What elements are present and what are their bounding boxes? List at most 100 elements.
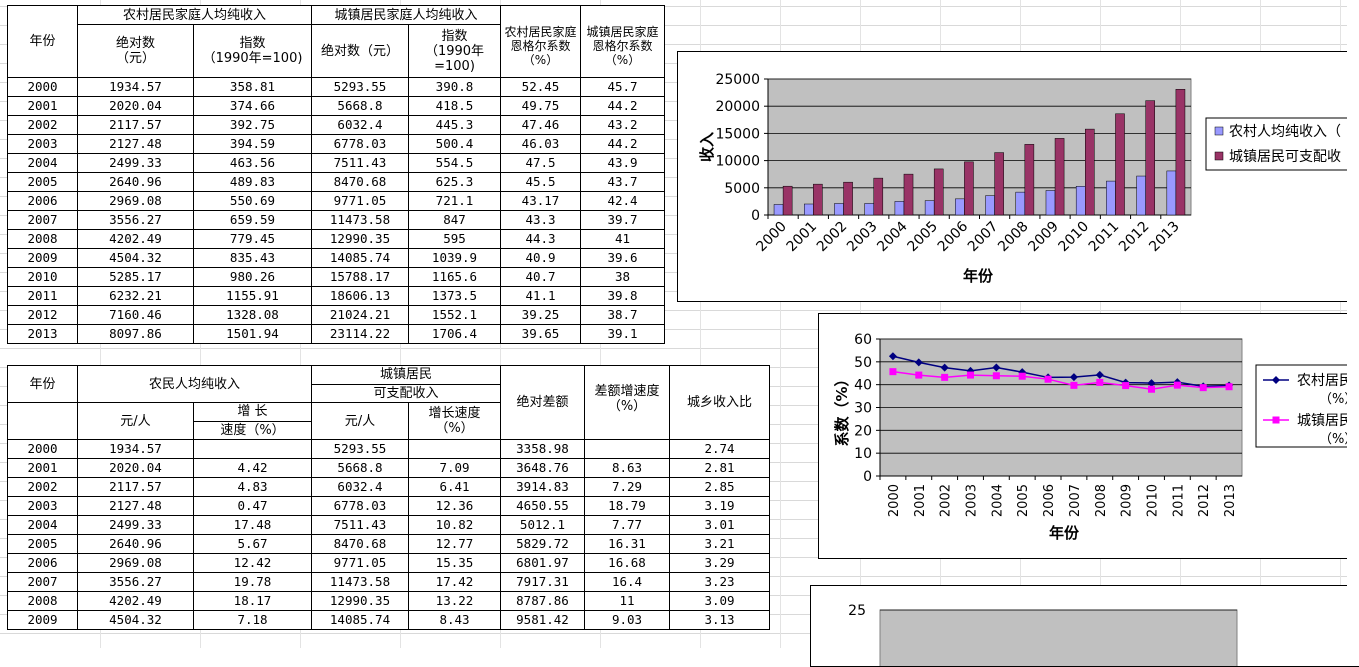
table-cell[interactable]: 7.18 xyxy=(193,610,312,630)
table-cell[interactable]: 3556.27 xyxy=(77,210,194,230)
table-cell[interactable]: 4504.32 xyxy=(77,610,194,630)
table-cell[interactable]: 6032.4 xyxy=(311,477,409,497)
table-cell[interactable]: 2020.04 xyxy=(77,458,194,478)
table-cell[interactable]: 4202.49 xyxy=(77,229,194,249)
table-cell[interactable]: 3.19 xyxy=(669,496,770,516)
table-cell[interactable]: 554.5 xyxy=(408,153,501,173)
table-cell[interactable]: 2117.57 xyxy=(77,115,194,135)
table-cell[interactable]: 44.3 xyxy=(500,229,581,249)
table-cell[interactable]: 12990.35 xyxy=(311,591,409,611)
table-cell[interactable]: 3556.27 xyxy=(77,572,194,592)
table-cell[interactable]: 15.35 xyxy=(408,553,501,573)
table-cell[interactable]: 1934.57 xyxy=(77,77,194,97)
table-cell[interactable]: 418.5 xyxy=(408,96,501,116)
table-cell[interactable]: 39.6 xyxy=(580,248,665,268)
table-cell[interactable]: 12.36 xyxy=(408,496,501,516)
table-cell[interactable]: 17.48 xyxy=(193,515,312,535)
table-cell[interactable]: 16.68 xyxy=(584,553,670,573)
table-cell[interactable]: 980.26 xyxy=(193,267,312,287)
table-cell[interactable]: 18.17 xyxy=(193,591,312,611)
table-cell[interactable]: 8.43 xyxy=(408,610,501,630)
table-cell[interactable]: 38.7 xyxy=(580,305,665,325)
engel-line-chart[interactable]: 0 10 20 30 40 50 60 2000 2001 2002 2003 2004 2005 200… xyxy=(818,313,1359,559)
table-cell[interactable]: 47.46 xyxy=(500,115,581,135)
table-cell[interactable]: 1328.08 xyxy=(193,305,312,325)
table-cell[interactable]: 2969.08 xyxy=(77,191,194,211)
partial-chart[interactable]: 25 xyxy=(810,585,1359,667)
table-cell[interactable]: 11473.58 xyxy=(311,572,409,592)
table-cell[interactable]: 2007 xyxy=(7,572,78,592)
table-cell[interactable]: 42.4 xyxy=(580,191,665,211)
table-cell[interactable]: 2499.33 xyxy=(77,515,194,535)
table-cell[interactable]: 43.2 xyxy=(580,115,665,135)
table-cell[interactable]: 2005 xyxy=(7,534,78,554)
table-cell[interactable]: 52.45 xyxy=(500,77,581,97)
table-cell[interactable]: 2011 xyxy=(7,286,78,306)
table-cell[interactable]: 6801.97 xyxy=(500,553,585,573)
table-cell[interactable]: 2499.33 xyxy=(77,153,194,173)
table-cell[interactable]: 2009 xyxy=(7,610,78,630)
table-cell[interactable]: 45.5 xyxy=(500,172,581,192)
table-cell[interactable]: 38 xyxy=(580,267,665,287)
table-cell[interactable]: 2000 xyxy=(7,77,78,97)
table-cell[interactable]: 43.9 xyxy=(580,153,665,173)
table-cell[interactable]: 2008 xyxy=(7,229,78,249)
table-cell[interactable]: 7160.46 xyxy=(77,305,194,325)
table-cell[interactable]: 2009 xyxy=(7,248,78,268)
table-cell[interactable]: 847 xyxy=(408,210,501,230)
table-cell[interactable]: 2010 xyxy=(7,267,78,287)
table-cell[interactable]: 3.09 xyxy=(669,591,770,611)
table-cell[interactable]: 779.45 xyxy=(193,229,312,249)
table-cell[interactable]: 11473.58 xyxy=(311,210,409,230)
table-cell[interactable]: 46.03 xyxy=(500,134,581,154)
table-cell[interactable]: 7.29 xyxy=(584,477,670,497)
table-cell[interactable]: 445.3 xyxy=(408,115,501,135)
table-cell[interactable]: 39.65 xyxy=(500,324,581,344)
table-cell[interactable]: 49.75 xyxy=(500,96,581,116)
table-cell[interactable]: 13.22 xyxy=(408,591,501,611)
income-bar-chart[interactable]: 0 5000 10000 15000 20000 25000 2000 2001 2002 200… xyxy=(677,51,1359,302)
table-cell[interactable]: 8470.68 xyxy=(311,534,409,554)
table-cell[interactable]: 8470.68 xyxy=(311,172,409,192)
table-cell[interactable]: 43.17 xyxy=(500,191,581,211)
table-cell[interactable]: 45.7 xyxy=(580,77,665,97)
table-cell[interactable]: 7511.43 xyxy=(311,153,409,173)
table-cell[interactable]: 489.83 xyxy=(193,172,312,192)
table-cell[interactable]: 2006 xyxy=(7,191,78,211)
table-cell[interactable]: 3.13 xyxy=(669,610,770,630)
table-cell[interactable]: 2.74 xyxy=(669,439,770,459)
table-cell[interactable]: 6.41 xyxy=(408,477,501,497)
table-cell[interactable]: 39.7 xyxy=(580,210,665,230)
table-cell[interactable]: 16.31 xyxy=(584,534,670,554)
table-cell[interactable]: 2004 xyxy=(7,515,78,535)
table-cell[interactable]: 3.29 xyxy=(669,553,770,573)
table-cell[interactable]: 39.25 xyxy=(500,305,581,325)
table-cell[interactable]: 5012.1 xyxy=(500,515,585,535)
table-cell[interactable]: 6032.4 xyxy=(311,115,409,135)
table-cell[interactable]: 41 xyxy=(580,229,665,249)
table-cell[interactable]: 1039.9 xyxy=(408,248,501,268)
table-cell[interactable]: 721.1 xyxy=(408,191,501,211)
table-cell[interactable]: 500.4 xyxy=(408,134,501,154)
table-cell[interactable]: 1501.94 xyxy=(193,324,312,344)
table-cell[interactable]: 14085.74 xyxy=(311,248,409,268)
table-cell[interactable]: 2.81 xyxy=(669,458,770,478)
table-cell[interactable]: 12.77 xyxy=(408,534,501,554)
table-cell[interactable]: 4504.32 xyxy=(77,248,194,268)
table-cell[interactable]: 6778.03 xyxy=(311,134,409,154)
table-cell[interactable]: 2007 xyxy=(7,210,78,230)
table-cell[interactable]: 1934.57 xyxy=(77,439,194,459)
table-cell[interactable]: 550.69 xyxy=(193,191,312,211)
table-cell[interactable]: 2001 xyxy=(7,458,78,478)
table-cell[interactable]: 23114.22 xyxy=(311,324,409,344)
table-cell[interactable]: 2127.48 xyxy=(77,134,194,154)
table-cell[interactable] xyxy=(584,439,670,459)
table-cell[interactable]: 44.2 xyxy=(580,96,665,116)
table-cell[interactable]: 5293.55 xyxy=(311,439,409,459)
table-cell[interactable]: 625.3 xyxy=(408,172,501,192)
table-cell[interactable]: 43.7 xyxy=(580,172,665,192)
table-cell[interactable]: 3.01 xyxy=(669,515,770,535)
table-cell[interactable]: 2002 xyxy=(7,477,78,497)
table-cell[interactable]: 2000 xyxy=(7,439,78,459)
table-cell[interactable]: 7511.43 xyxy=(311,515,409,535)
